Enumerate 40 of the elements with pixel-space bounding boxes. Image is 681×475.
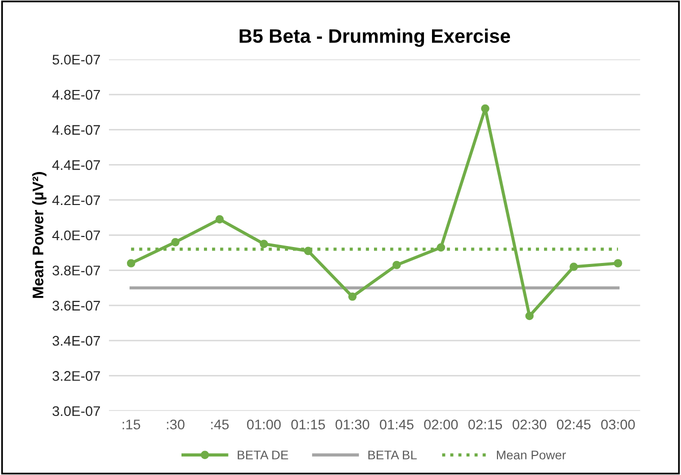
- x-tick-label: 03:00: [601, 420, 635, 430]
- x-tick-label: 01:30: [336, 420, 370, 430]
- chart-title: B5 Beta - Drumming Exercise: [240, 28, 510, 47]
- x-tick-label: :30: [166, 420, 184, 430]
- x-tick-label: 02:30: [512, 420, 546, 430]
- point: [171, 238, 180, 246]
- legend-label: BETA BL: [368, 450, 417, 460]
- x-tick-label: :15: [122, 420, 140, 430]
- x-tick-label: 02:45: [556, 420, 591, 430]
- y-tick-label: 4.8E-07: [52, 90, 100, 100]
- point: [614, 259, 622, 268]
- x-tick-label: 02:15: [468, 420, 502, 430]
- point: [481, 104, 490, 113]
- point: [436, 243, 446, 252]
- point: [570, 262, 578, 271]
- y-tick-label: 3.8E-07: [52, 266, 100, 276]
- y-tick-label: 4.6E-07: [52, 125, 100, 135]
- x-tick-label: 01:45: [380, 420, 414, 430]
- x-tick-label: 01:00: [247, 420, 281, 430]
- point: [126, 259, 136, 268]
- x-tick-label: 02:00: [424, 420, 458, 430]
- point: [348, 292, 357, 301]
- y-tick-label: 3.2E-07: [52, 371, 100, 381]
- y-axis-title: Mean Power (µV²): [32, 172, 46, 298]
- y-tick-label: 4.2E-07: [52, 195, 100, 206]
- legend-label: Mean Power: [496, 450, 566, 460]
- legend-label: BETA DE: [238, 450, 288, 460]
- point: [304, 246, 312, 256]
- x-tick-label: 01:15: [291, 420, 325, 430]
- y-tick-label: 4.0E-07: [52, 230, 100, 240]
- point: [260, 240, 268, 248]
- point: [215, 215, 224, 224]
- y-tick-label: 3.6E-07: [52, 300, 100, 311]
- x-tick-label: :45: [211, 420, 229, 430]
- y-tick-label: 4.4E-07: [52, 160, 100, 170]
- y-tick-label: 5.0E-07: [52, 54, 100, 65]
- point: [392, 260, 401, 270]
- y-tick-label: 3.4E-07: [52, 336, 100, 346]
- point: [525, 312, 534, 320]
- y-tick-label: 3.0E-07: [52, 406, 100, 416]
